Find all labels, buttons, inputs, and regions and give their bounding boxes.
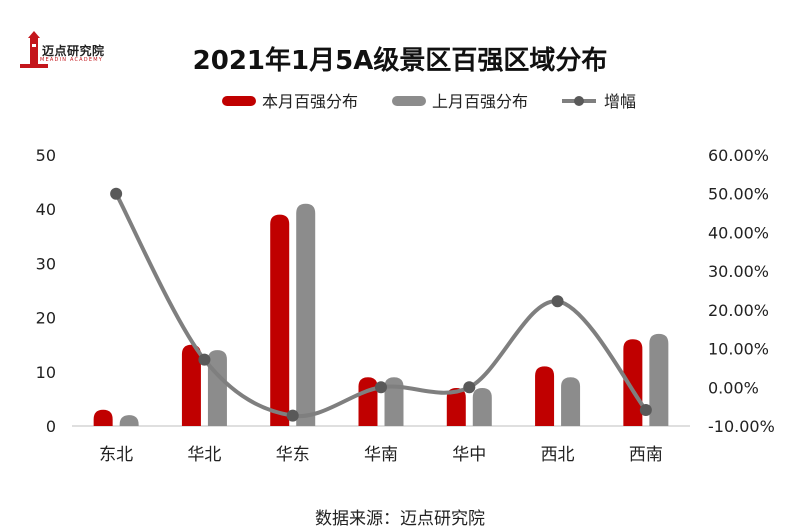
y-right-tick-label: 20.00% <box>708 301 769 320</box>
logo-name: 迈点研究院 <box>42 44 105 58</box>
x-tick-label: 西南 <box>629 445 663 465</box>
logo-subtitle: MEADIN ACADEMY <box>40 57 103 63</box>
y-right-tick-label: 30.00% <box>708 262 769 281</box>
chart-title: 2021年1月5A级景区百强区域分布 <box>192 46 608 76</box>
bar-current <box>446 388 466 426</box>
growth-line <box>110 187 652 422</box>
bar-previous <box>296 203 316 426</box>
bar-current <box>535 366 555 426</box>
legend-label: 上月百强分布 <box>432 92 528 111</box>
legend: 本月百强分布 上月百强分布 增幅 <box>222 92 636 111</box>
bar-current <box>181 344 201 426</box>
legend-swatch <box>222 96 256 106</box>
y-right-tick-label: 40.00% <box>708 223 769 242</box>
bar-previous <box>472 388 492 426</box>
x-tick-label: 华中 <box>452 445 486 465</box>
legend-label: 本月百强分布 <box>262 92 358 111</box>
y-left-tick-label: 40 <box>36 200 56 219</box>
y-left-tick-label: 10 <box>36 363 56 382</box>
growth-point <box>551 295 564 308</box>
axes: 0 10 20 30 40 50 -10.00% 0.00% 10.00% 20.00% 30.00… <box>36 146 775 465</box>
y-left-tick-label: 30 <box>36 254 56 273</box>
bar-current <box>270 214 290 426</box>
growth-point <box>110 187 123 200</box>
x-tick-label: 华南 <box>364 445 398 465</box>
bar-previous <box>561 377 581 426</box>
legend-marker <box>574 96 584 106</box>
x-tick-label: 华北 <box>187 445 221 465</box>
y-right-tick-label: 10.00% <box>708 340 769 359</box>
legend-label: 增幅 <box>604 92 636 111</box>
y-left-tick-label: 50 <box>36 146 56 165</box>
growth-point <box>198 353 211 366</box>
bar-current <box>623 339 643 426</box>
legend-swatch <box>392 96 426 106</box>
bar-previous <box>119 415 139 426</box>
y-right-tick-label: 60.00% <box>708 146 769 165</box>
bar-current <box>93 409 113 426</box>
chart-plot: 本月百强分布 上月百强分布 增幅 0 10 20 30 40 50 -10.00% 0.00% 10… <box>36 92 775 465</box>
bar-previous <box>384 377 404 426</box>
y-right-tick-label: 50.00% <box>708 185 769 204</box>
growth-point <box>286 409 299 422</box>
x-tick-label: 西北 <box>541 445 575 465</box>
bar-previous <box>207 350 227 426</box>
x-tick-label: 东北 <box>99 445 133 465</box>
growth-point <box>463 381 476 394</box>
y-right-tick-label: 0.00% <box>708 378 759 397</box>
y-right-tick-label: -10.00% <box>708 417 775 436</box>
y-left-tick-label: 20 <box>36 309 56 328</box>
x-tick-label: 华东 <box>276 445 310 465</box>
logo-lighthouse-icon <box>20 31 48 68</box>
bar-previous <box>649 333 669 426</box>
bars <box>93 203 669 426</box>
growth-point <box>639 404 652 417</box>
bar-current <box>358 377 378 426</box>
y-left-tick-label: 0 <box>46 417 56 436</box>
data-source: 数据来源：迈点研究院 <box>315 509 485 529</box>
growth-point <box>375 381 387 394</box>
